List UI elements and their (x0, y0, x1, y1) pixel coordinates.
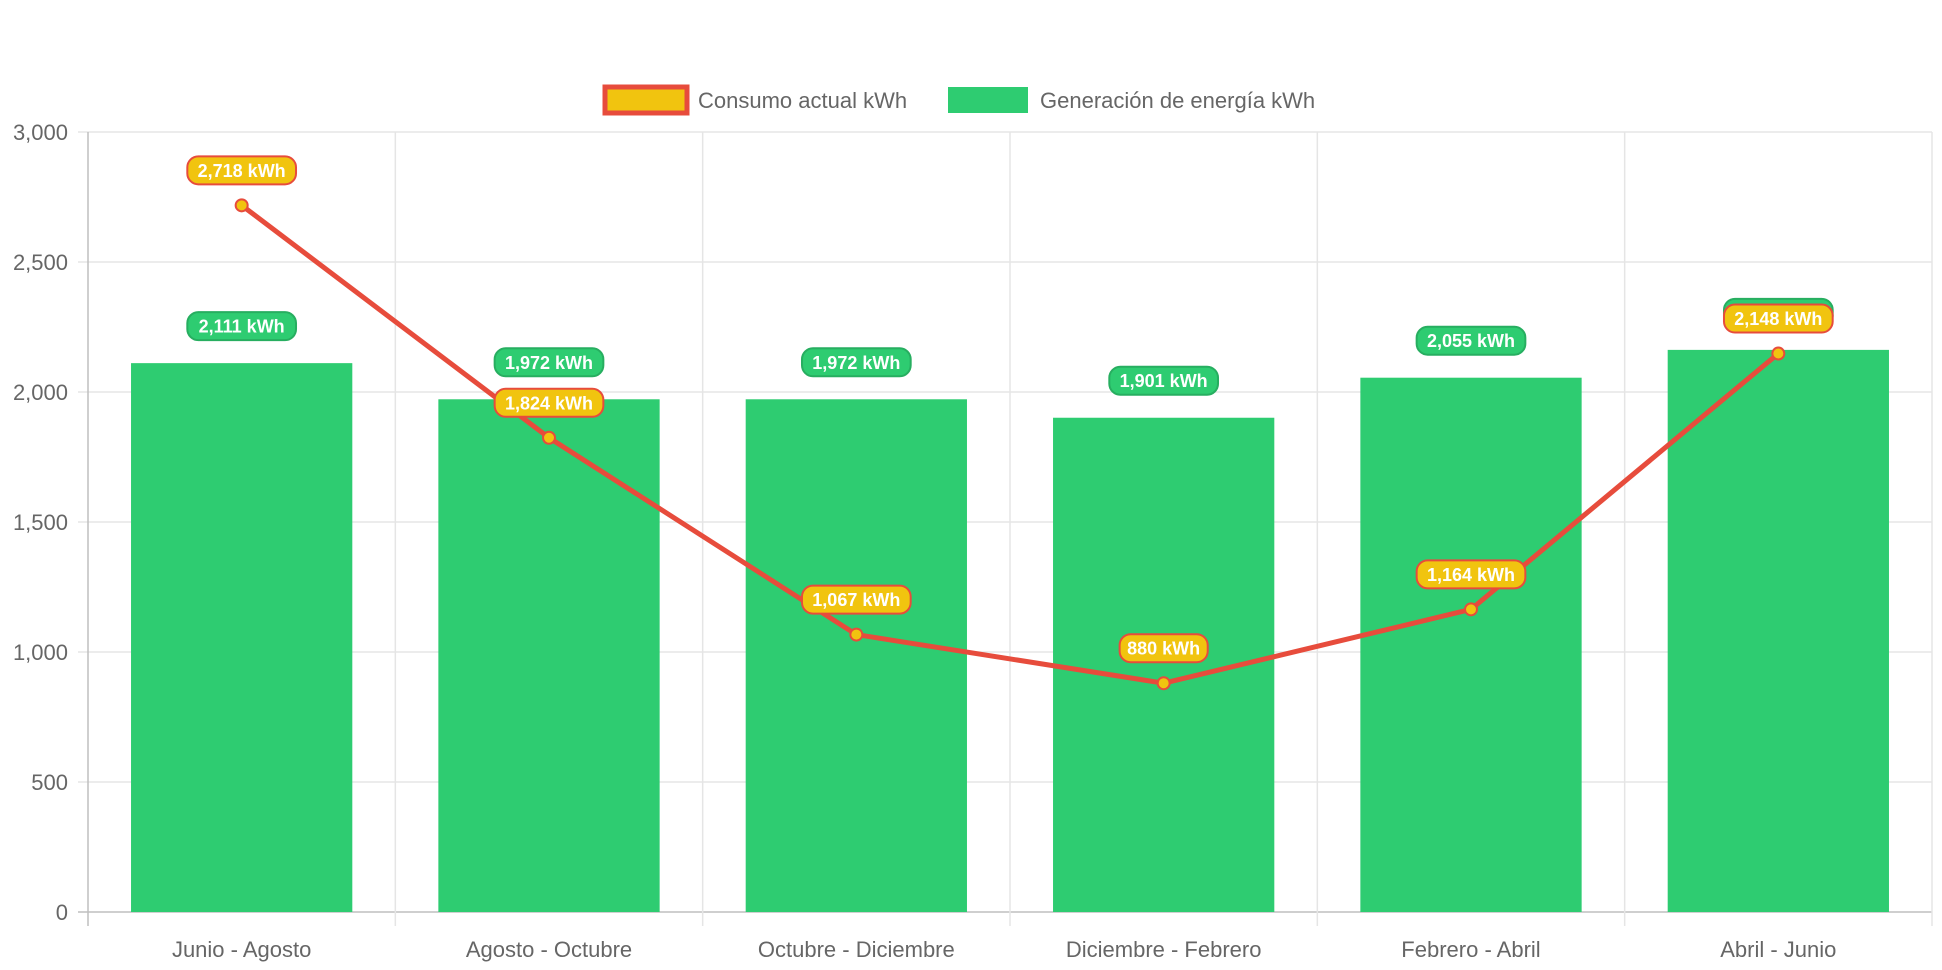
y-tick-label: 0 (56, 900, 68, 925)
data-label-generacion: 1,972 kWh (800, 347, 912, 378)
bar-generacion[interactable] (131, 363, 353, 912)
point-consumo[interactable] (542, 430, 556, 445)
x-tick-label: Octubre - Diciembre (758, 937, 955, 962)
bars (131, 349, 1889, 912)
data-label-consumo: 2,718 kWh (186, 155, 298, 186)
data-label-generacion-text: 2,055 kWh (1427, 331, 1515, 351)
data-label-consumo: 1,824 kWh (493, 387, 605, 418)
data-label-generacion-box (1108, 365, 1220, 396)
data-label-generacion-box (1415, 325, 1527, 356)
grid (78, 131, 1933, 926)
data-labels: 2,111 kWh 1,972 kWh 1,972 kWh 1,901 kWh 2,05… (186, 155, 1834, 664)
bar-generacion[interactable] (438, 399, 660, 912)
data-label-generacion-text: 2,111 kWh (199, 317, 285, 337)
data-label-generacion: 1,901 kWh (1108, 365, 1220, 396)
data-label-consumo-box (493, 387, 605, 418)
bar-generacion[interactable] (1667, 349, 1889, 912)
x-tick-label: Diciembre - Febrero (1066, 937, 1262, 962)
y-tick-label: 1,500 (13, 510, 68, 535)
legend-item-generacion[interactable]: Generación de energía kWh (948, 87, 1315, 113)
data-label-generacion: 2,055 kWh (1415, 325, 1527, 356)
legend: Consumo actual kWh Generación de energía… (602, 84, 1315, 116)
data-label-generacion-box (186, 311, 298, 342)
legend-label-generacion: Generación de energía kWh (1040, 88, 1315, 113)
point-consumo[interactable] (234, 198, 249, 213)
data-label-generacion-box (800, 347, 912, 378)
data-label-consumo-text: 1,164 kWh (1427, 565, 1515, 585)
data-label-consumo-box (800, 584, 912, 615)
data-label-generacion: 1,972 kWh (493, 347, 605, 378)
y-tick-label: 2,500 (13, 250, 68, 275)
data-label-consumo-box (1722, 303, 1834, 334)
data-label-consumo-text: 880 kWh (1127, 639, 1200, 659)
x-tick-label: Junio - Agosto (172, 937, 311, 962)
y-tick-label: 500 (31, 770, 68, 795)
axes: 0 500 1,000 1,500 2,000 2,500 3,000 Junio - Ago… (13, 120, 1836, 962)
data-label-consumo: 1,164 kWh (1415, 559, 1527, 590)
legend-item-consumo[interactable]: Consumo actual kWh (602, 84, 907, 116)
legend-label-consumo: Consumo actual kWh (698, 88, 907, 113)
x-tick-label: Febrero - Abril (1401, 937, 1540, 962)
data-label-consumo: 880 kWh (1118, 633, 1209, 664)
point-consumo[interactable] (1156, 676, 1171, 691)
point-consumo[interactable] (849, 627, 864, 642)
legend-swatch-consumo (602, 84, 690, 116)
data-label-consumo-text: 2,148 kWh (1734, 309, 1822, 329)
data-label-generacion-text: 1,901 kWh (1120, 371, 1208, 391)
legend-swatch-generacion (948, 87, 1028, 113)
data-label-generacion-text: 1,972 kWh (505, 353, 593, 373)
data-label-generacion: 2,111 kWh (186, 311, 298, 342)
point-consumo[interactable] (1464, 602, 1478, 617)
bar-generacion[interactable] (1360, 377, 1582, 912)
data-label-consumo-text: 1,067 kWh (812, 590, 900, 610)
data-label-consumo-text: 1,824 kWh (505, 393, 593, 413)
y-tick-label: 3,000 (13, 120, 68, 145)
bar-generacion[interactable] (745, 399, 967, 912)
data-label-generacion-box (493, 347, 605, 378)
x-tick-label: Agosto - Octubre (466, 937, 632, 962)
point-consumo[interactable] (1771, 346, 1786, 361)
x-tick-label: Abril - Junio (1720, 937, 1836, 962)
y-tick-label: 2,000 (13, 380, 68, 405)
data-label-consumo-box (186, 155, 298, 186)
data-label-consumo-box (1118, 633, 1209, 664)
data-label-consumo-text: 2,718 kWh (198, 161, 286, 181)
data-label-consumo: 1,067 kWh (800, 584, 912, 615)
data-label-consumo-box (1415, 559, 1527, 590)
data-label-consumo: 2,148 kWh (1722, 303, 1834, 334)
y-tick-label: 1,000 (13, 640, 68, 665)
data-label-generacion-text: 1,972 kWh (812, 353, 900, 373)
